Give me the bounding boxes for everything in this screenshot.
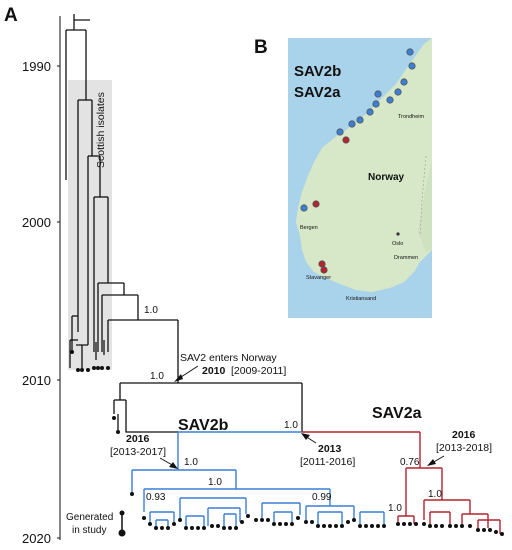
map-legend-sav2b: SAV2b	[294, 63, 341, 80]
scottish-tree-branches	[65, 14, 303, 433]
map-city-trondheim: Trondheim	[398, 114, 425, 120]
support-value-top: 1.0	[144, 305, 158, 316]
support-value-sav2a-inner: 1.0	[428, 489, 442, 500]
map-legend-sav2a: SAV2a	[294, 84, 341, 101]
map-border	[419, 155, 427, 237]
map-city-drammen: Drammen	[394, 255, 418, 261]
sav2a-tips	[396, 522, 504, 536]
support-value-076: 0.76	[400, 457, 420, 468]
node-2013-year: 2013	[318, 443, 342, 455]
generated-label-line2: in study	[72, 525, 106, 536]
enters-norway-range: [2009-2011]	[231, 365, 286, 377]
map-city-stavanger: Stavanger	[306, 275, 331, 281]
tick-label-2000: 2000	[22, 215, 51, 230]
tick-label-1990: 1990	[22, 59, 51, 74]
node-2016-right-arrowhead	[427, 459, 436, 466]
sav2b-clade-label: SAV2b	[178, 417, 229, 434]
map-sav2b-sites	[300, 48, 416, 212]
support-value-sav2b-node: 1.0	[184, 457, 198, 468]
support-value-enters: 1.0	[150, 371, 164, 382]
scottish-isolates-shade	[68, 80, 112, 370]
map-panel: Norway Trondheim Bergen Oslo Drammen Sta…	[288, 38, 432, 318]
sav2a-clade-label: SAV2a	[372, 405, 422, 422]
enters-norway-arrowhead	[174, 374, 183, 382]
support-value-sav2b-inner: 1.0	[208, 477, 222, 488]
scottish-tips	[70, 350, 120, 434]
support-value-norway-root: 1.0	[284, 420, 298, 431]
map-country-label: Norway	[368, 172, 405, 183]
tick-label-2020: 2020	[22, 531, 51, 546]
tick-label-2010: 2010	[22, 373, 51, 388]
enters-norway-label: SAV2 enters Norway	[180, 352, 277, 364]
map-land	[296, 38, 432, 292]
map-sav2a-sites	[312, 136, 350, 274]
support-value-sav2a-low: 1.0	[388, 503, 402, 514]
panel-b-label: B	[254, 37, 268, 58]
node-2016-left-year: 2016	[126, 433, 150, 445]
sav2b-tips	[130, 492, 386, 530]
time-axis-ticks	[57, 65, 60, 539]
node-2016-right-year: 2016	[452, 429, 476, 441]
map-neighbor-land	[418, 160, 432, 252]
map-city-marker-oslo	[396, 232, 400, 236]
support-value-099: 0.99	[312, 492, 332, 503]
panel-a-label: A	[4, 5, 18, 26]
map-city-oslo: Oslo	[392, 241, 403, 247]
generated-legend-marker	[118, 510, 126, 537]
support-value-093: 0.93	[146, 492, 166, 503]
map-city-bergen: Bergen	[300, 225, 318, 231]
sav2b-tree-branches	[131, 431, 385, 528]
scottish-isolates-label: Scottish isolates	[95, 92, 107, 168]
node-2013-range: [2011-2016]	[300, 456, 355, 468]
node-2013-arrowhead	[301, 433, 310, 440]
generated-label-line1: Generated	[66, 512, 113, 523]
node-2016-right-range: [2013-2018]	[436, 442, 492, 454]
node-2016-left-range: [2013-2017]	[110, 446, 166, 458]
node-2016-left-arrowhead	[169, 462, 178, 469]
enters-norway-year: 2010	[202, 365, 226, 377]
map-city-kristiansand: Kristiansand	[346, 296, 376, 302]
